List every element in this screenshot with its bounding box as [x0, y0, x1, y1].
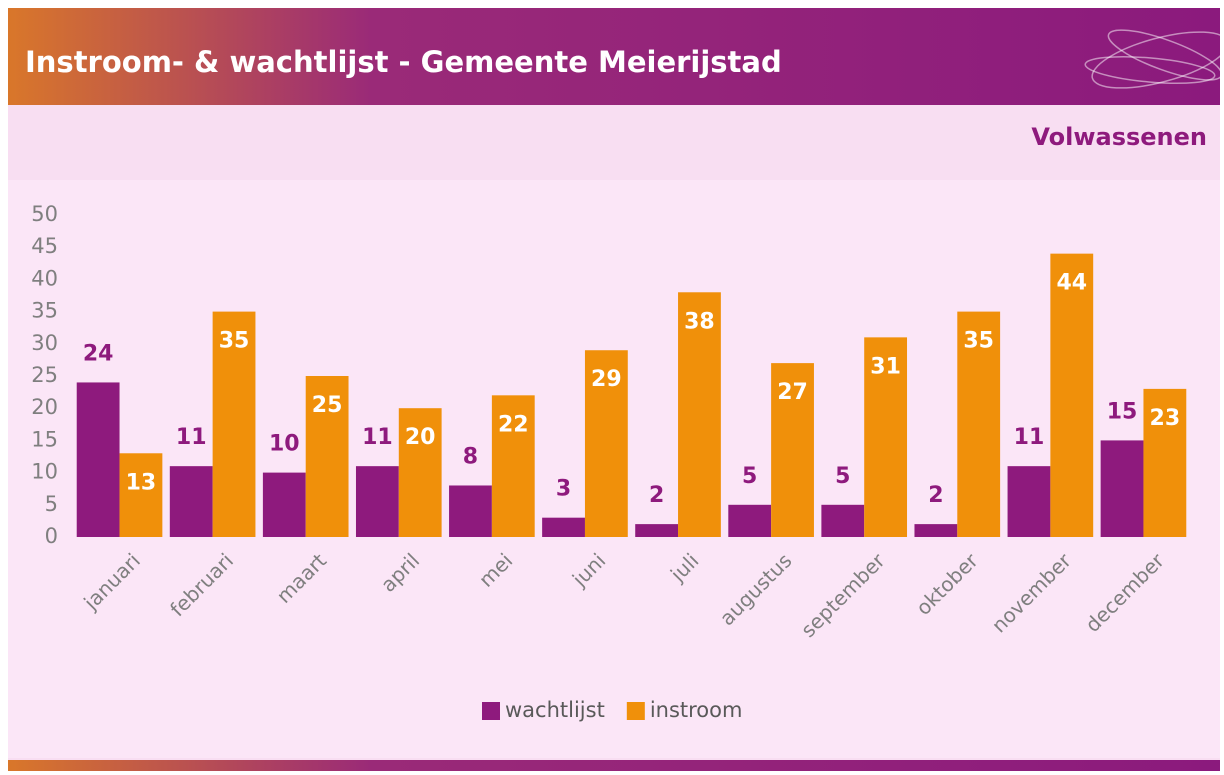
value-label: 23	[1150, 406, 1181, 431]
y-tick-label: 20	[31, 395, 58, 419]
value-label: 5	[835, 464, 850, 489]
page: Instroom- & wachtlijst - Gemeente Meieri…	[0, 0, 1224, 771]
bar	[542, 518, 585, 537]
value-label: 3	[556, 477, 571, 502]
bar	[1101, 440, 1144, 537]
bar	[728, 505, 771, 537]
y-tick-label: 15	[31, 427, 58, 451]
value-label: 8	[463, 444, 478, 469]
y-tick-label: 30	[31, 331, 58, 355]
value-label: 5	[742, 464, 757, 489]
y-tick-label: 10	[31, 460, 58, 484]
value-label: 11	[362, 425, 393, 450]
value-label: 2	[928, 483, 943, 508]
y-tick-label: 25	[31, 363, 58, 387]
value-label: 38	[684, 309, 715, 334]
legend-label: instroom	[650, 698, 743, 722]
legend-label: wachtlijst	[505, 698, 605, 722]
y-tick-label: 45	[31, 234, 58, 258]
y-tick-label: 50	[31, 202, 58, 226]
value-label: 35	[219, 329, 250, 354]
footer-bar	[8, 760, 1220, 771]
value-label: 2	[649, 483, 664, 508]
value-label: 27	[777, 380, 808, 405]
value-label: 10	[269, 432, 300, 457]
value-label: 13	[126, 470, 157, 495]
chart-subtitle: Volwassenen	[1031, 123, 1207, 151]
y-tick-label: 40	[31, 266, 58, 290]
value-label: 20	[405, 425, 436, 450]
y-tick-label: 5	[45, 492, 58, 516]
y-tick-label: 0	[45, 524, 58, 548]
legend-swatch	[482, 702, 500, 720]
value-label: 15	[1107, 399, 1138, 424]
bar	[263, 473, 306, 537]
bar	[914, 524, 957, 537]
value-label: 11	[176, 425, 207, 450]
value-label: 11	[1014, 425, 1045, 450]
bar	[1008, 466, 1051, 537]
value-label: 24	[83, 341, 114, 366]
bar	[77, 382, 120, 537]
y-tick-label: 35	[31, 299, 58, 323]
value-label: 22	[498, 412, 529, 437]
value-label: 35	[963, 329, 994, 354]
bar	[356, 466, 399, 537]
bar	[1050, 254, 1093, 537]
bar	[170, 466, 213, 537]
bar	[635, 524, 678, 537]
value-label: 29	[591, 367, 622, 392]
legend-swatch	[627, 702, 645, 720]
value-label: 31	[870, 354, 901, 379]
chart: Instroom- & wachtlijst - Gemeente Meieri…	[0, 0, 1224, 771]
bar	[449, 485, 492, 537]
value-label: 25	[312, 393, 343, 418]
chart-title: Instroom- & wachtlijst - Gemeente Meieri…	[25, 45, 782, 79]
bar	[821, 505, 864, 537]
value-label: 44	[1056, 271, 1087, 296]
